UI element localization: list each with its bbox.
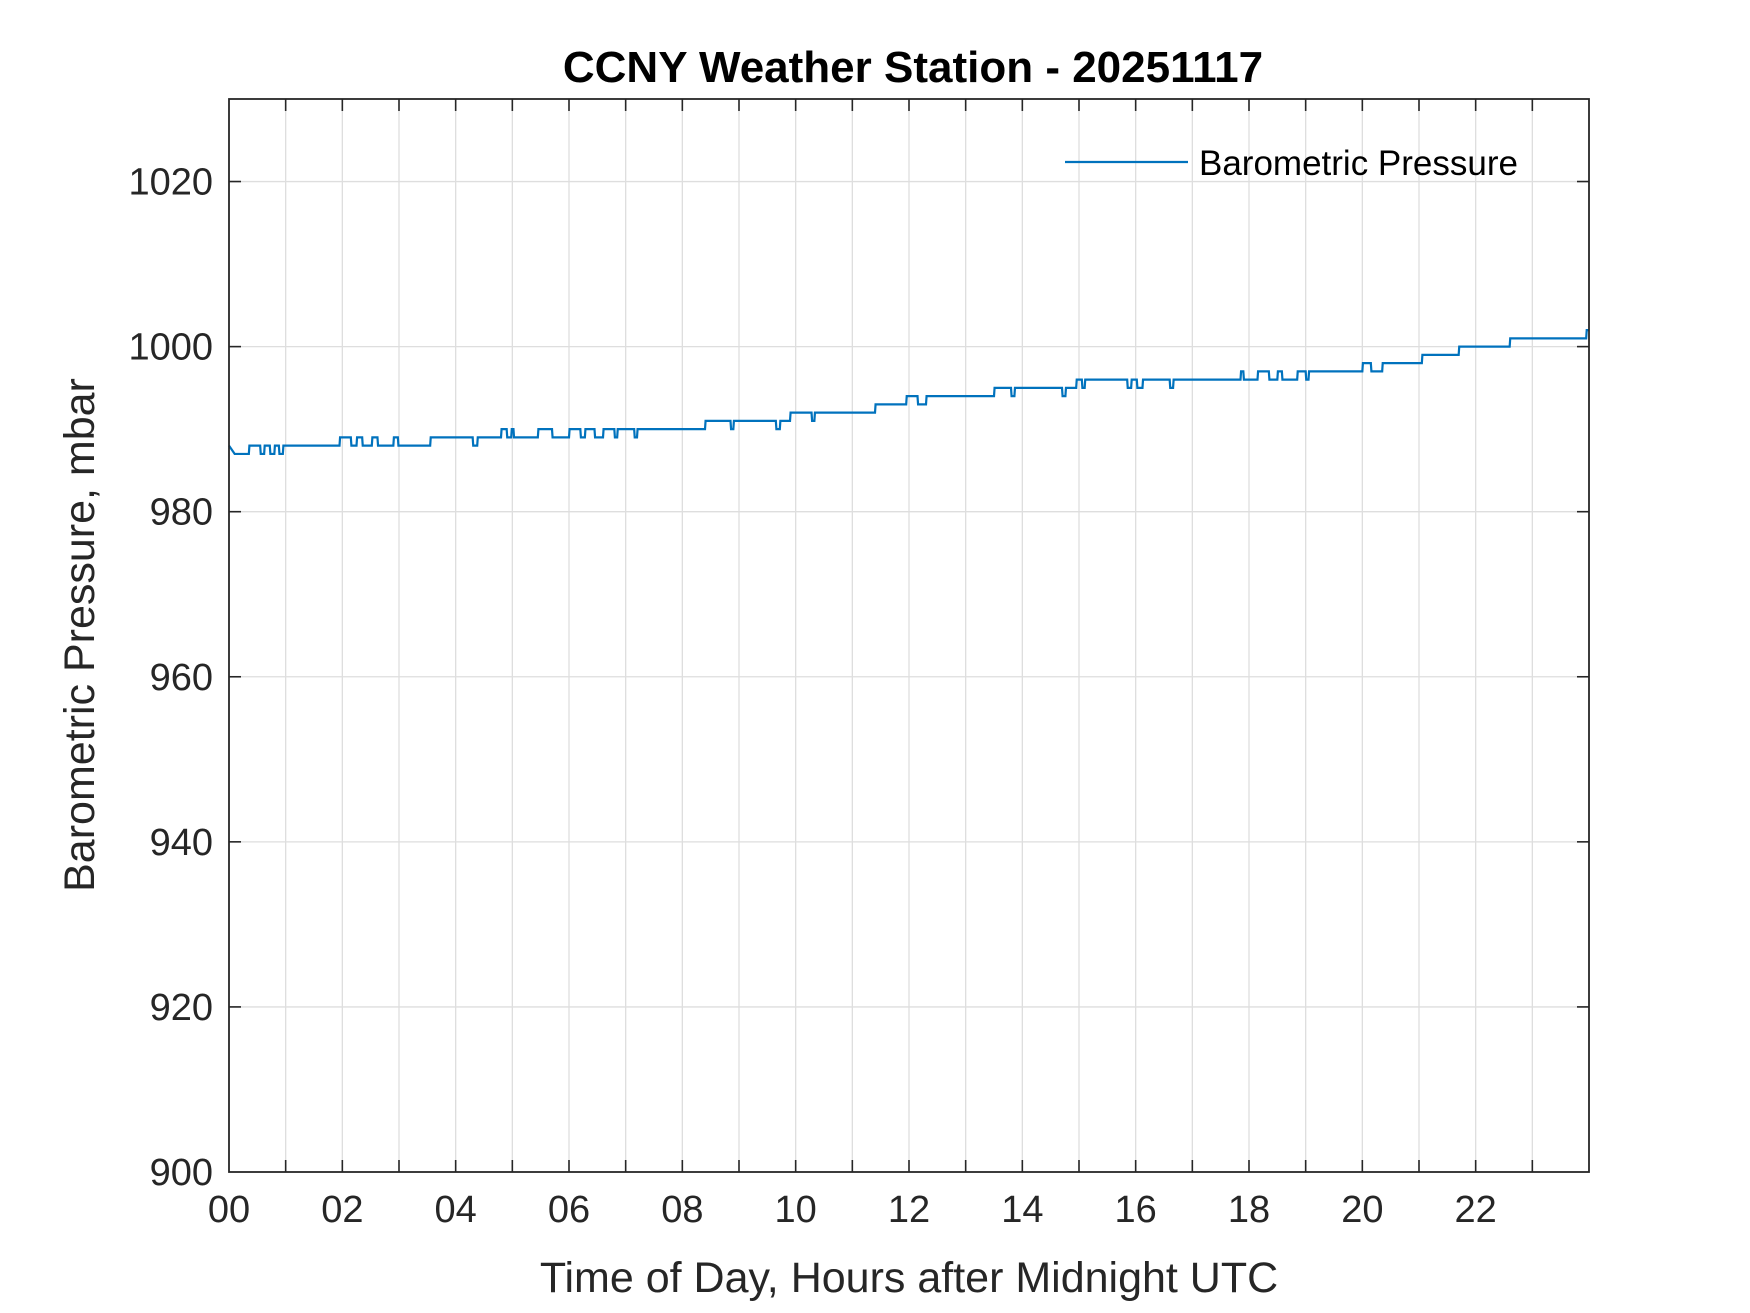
series-line-barometric-pressure xyxy=(228,329,1589,456)
y-axis-label: Barometric Pressure, mbar xyxy=(56,378,104,892)
series-group xyxy=(228,329,1589,456)
x-tick-label: 16 xyxy=(1115,1189,1157,1231)
x-tick-label: 22 xyxy=(1455,1189,1497,1231)
x-tick-label: 04 xyxy=(435,1189,477,1231)
x-tick-label: 02 xyxy=(321,1189,363,1231)
grid-lines xyxy=(229,99,1589,1172)
y-tick-label: 920 xyxy=(150,987,213,1029)
plot-area xyxy=(228,98,1590,1173)
y-tick-label: 980 xyxy=(150,492,213,534)
tick-marks xyxy=(229,99,1589,1172)
legend-label: Barometric Pressure xyxy=(1199,144,1518,183)
y-tick-label: 900 xyxy=(150,1152,213,1194)
x-tick-label: 14 xyxy=(1001,1189,1043,1231)
x-tick-labels: 00 02 04 06 08 10 12 14 16 18 20 22 xyxy=(208,1189,1497,1231)
x-tick-label: 06 xyxy=(548,1189,590,1231)
y-tick-label: 940 xyxy=(150,822,213,864)
legend: Barometric Pressure xyxy=(1065,144,1518,183)
x-tick-label: 10 xyxy=(775,1189,817,1231)
x-tick-label: 20 xyxy=(1341,1189,1383,1231)
x-tick-label: 00 xyxy=(208,1189,250,1231)
y-tick-label: 1020 xyxy=(128,162,213,204)
chart-title: CCNY Weather Station - 20251117 xyxy=(563,43,1263,92)
x-tick-label: 12 xyxy=(888,1189,930,1231)
x-axis-label: Time of Day, Hours after Midnight UTC xyxy=(540,1254,1278,1302)
x-tick-label: 18 xyxy=(1228,1189,1270,1231)
y-tick-label: 960 xyxy=(150,657,213,699)
y-tick-labels: 900 920 940 960 980 1000 1020 xyxy=(128,162,213,1194)
x-tick-label: 08 xyxy=(661,1189,703,1231)
y-tick-label: 1000 xyxy=(128,327,213,369)
